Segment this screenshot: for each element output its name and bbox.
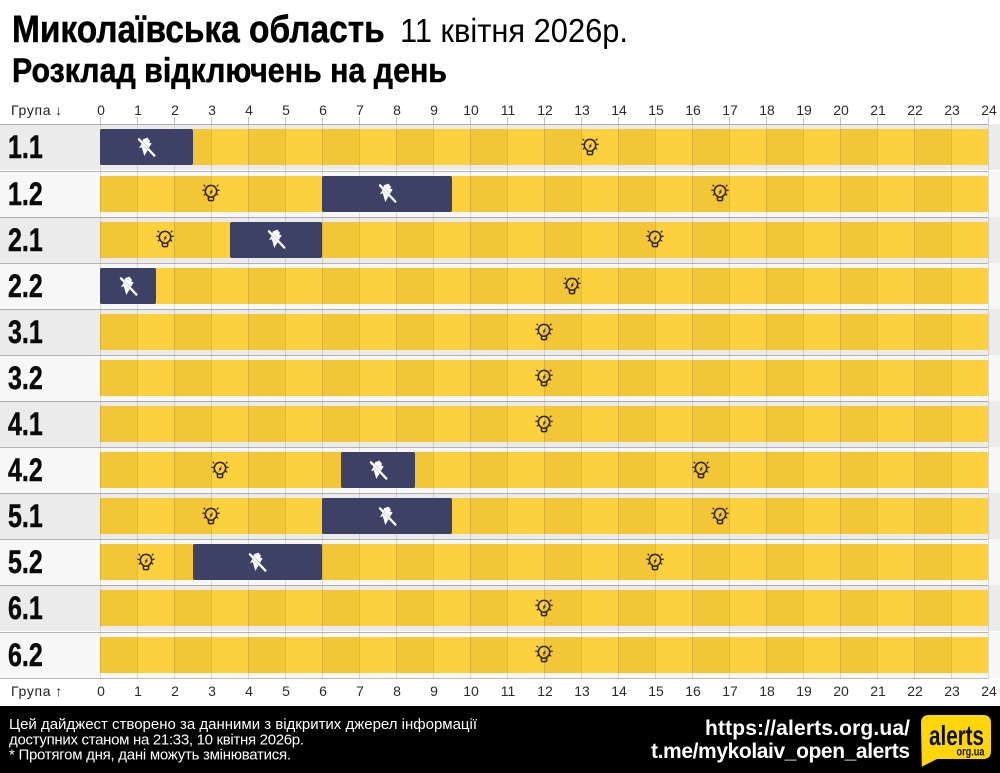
svg-text:доступних станом на 21:33, 10: доступних станом на 21:33, 10 квітня 202… — [9, 732, 304, 749]
svg-text:https://alerts.org.ua/: https://alerts.org.ua/ — [705, 717, 910, 740]
svg-text:org.ua: org.ua — [957, 745, 985, 759]
svg-text:t.me/mykolaiv_open_alerts: t.me/mykolaiv_open_alerts — [651, 740, 910, 763]
svg-text:alerts: alerts — [929, 720, 984, 751]
svg-text:* Протягом дня, дані можуть зм: * Протягом дня, дані можуть змінюватися. — [9, 747, 291, 764]
svg-text:Цей дайджест створено за данни: Цей дайджест створено за данними з відкр… — [9, 716, 478, 733]
